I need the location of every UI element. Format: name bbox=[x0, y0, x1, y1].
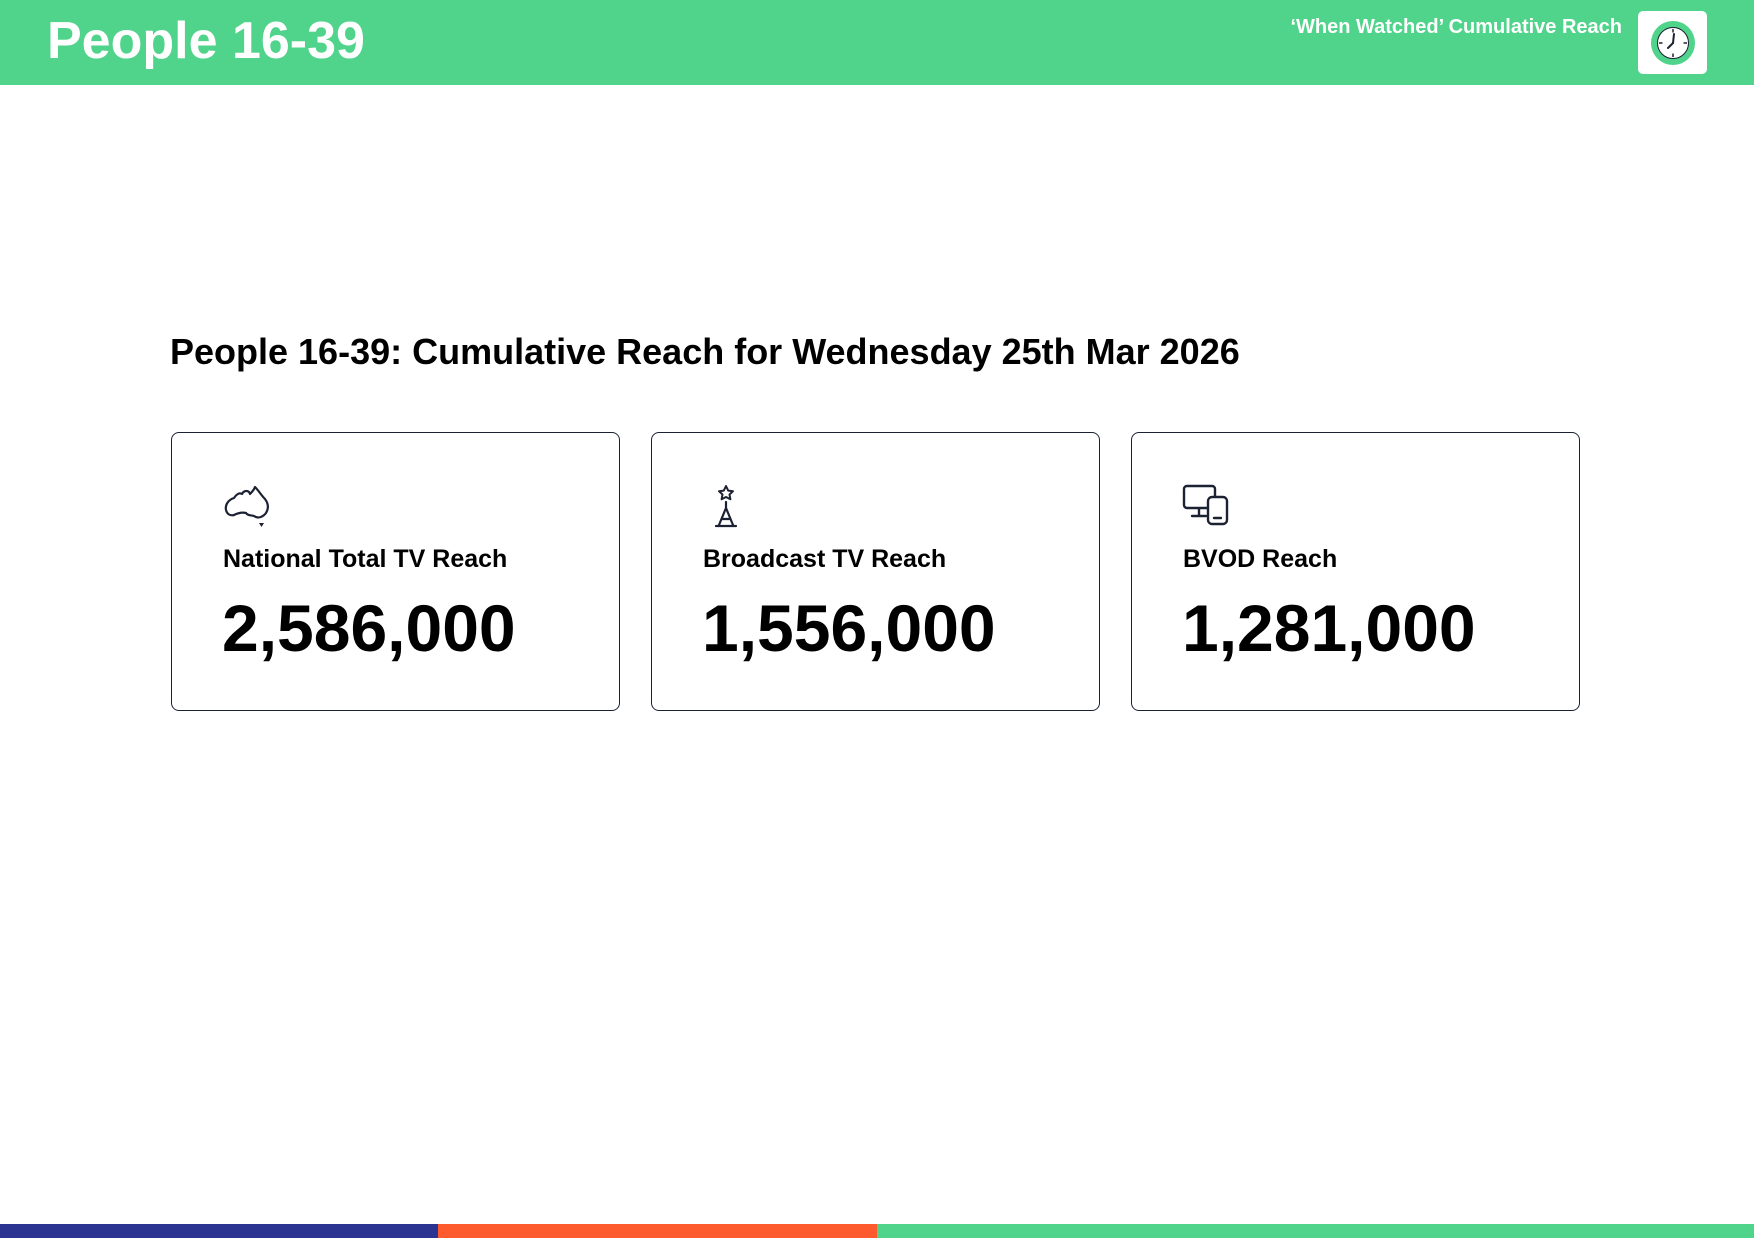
australia-map-icon bbox=[224, 485, 269, 527]
card-label: Broadcast TV Reach bbox=[703, 545, 947, 573]
reach-card-broadcast: Broadcast TV Reach 1,556,000 bbox=[651, 432, 1100, 711]
reach-card-bvod: BVOD Reach 1,281,000 bbox=[1131, 432, 1580, 711]
card-value: 2,586,000 bbox=[222, 591, 516, 665]
header-bar: People 16-39 ‘When Watched’ Cumulative R… bbox=[0, 0, 1754, 85]
footer-bar-green bbox=[877, 1224, 1754, 1238]
logo-badge bbox=[1638, 11, 1707, 74]
section-title: People 16-39: Cumulative Reach for Wedne… bbox=[170, 331, 1240, 372]
card-label: BVOD Reach bbox=[1183, 545, 1338, 573]
devices-icon bbox=[1182, 484, 1229, 526]
reach-card-national: National Total TV Reach 2,586,000 bbox=[171, 432, 620, 711]
broadcast-tower-icon bbox=[714, 485, 738, 528]
clock-icon bbox=[1651, 21, 1695, 65]
report-subtitle: ‘When Watched’ Cumulative Reach bbox=[1290, 16, 1622, 38]
footer-bar-navy bbox=[0, 1224, 438, 1238]
page-title: People 16-39 bbox=[47, 12, 365, 70]
card-label: National Total TV Reach bbox=[223, 545, 508, 573]
card-value: 1,556,000 bbox=[702, 591, 996, 665]
card-value: 1,281,000 bbox=[1182, 591, 1476, 665]
footer-bar-orange bbox=[438, 1224, 877, 1238]
